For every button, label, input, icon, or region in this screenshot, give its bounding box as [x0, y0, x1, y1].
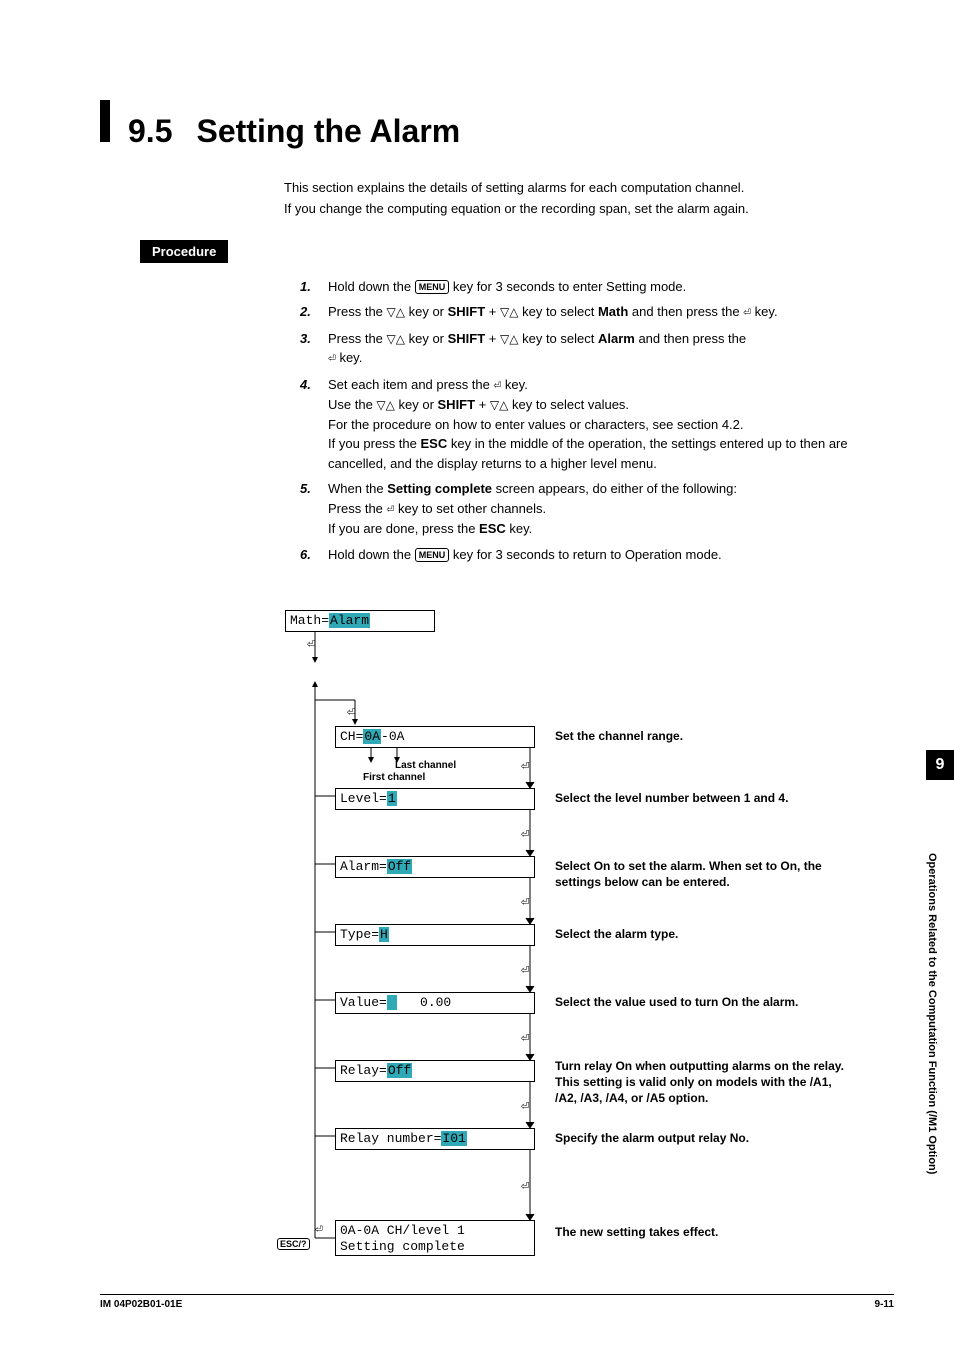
step-3-body: Press the ▽△ key or SHIFT + ▽△ key to se… — [328, 329, 894, 369]
intro-line-2: If you change the computing equation or … — [284, 199, 894, 220]
desc-value: Select the value used to turn On the ala… — [555, 994, 855, 1010]
menu-key-icon: MENU — [415, 280, 450, 294]
flow-box-relay: Relay=Off — [335, 1060, 535, 1082]
desc-ch: Set the channel range. — [555, 728, 683, 744]
step-2-num: 2. — [300, 302, 328, 323]
flow-box-value: Value= 0.00 — [335, 992, 535, 1014]
desc-complete: The new setting takes effect. — [555, 1224, 718, 1240]
desc-alarm: Select On to set the alarm. When set to … — [555, 858, 845, 890]
svg-text:⏎: ⏎ — [521, 1098, 529, 1114]
desc-type: Select the alarm type. — [555, 926, 678, 942]
chapter-title: Operations Related to the Computation Fu… — [926, 780, 938, 1240]
svg-text:⏎: ⏎ — [521, 1030, 529, 1046]
step-3-num: 3. — [300, 329, 328, 369]
flow-box-level: Level=1 — [335, 788, 535, 810]
step-1-body: Hold down the MENU key for 3 seconds to … — [328, 277, 894, 297]
flow-box-relay-num: Relay number=I01 — [335, 1128, 535, 1150]
step-5-num: 5. — [300, 479, 328, 539]
section-number: 9.5 — [128, 113, 172, 150]
title-accent — [100, 100, 110, 142]
flow-diagram: ⏎ ⏎ ⏎ ⏎ ⏎ ⏎ ⏎ ⏎ — [285, 610, 865, 1270]
step-5-body: When the Setting complete screen appears… — [328, 479, 894, 539]
svg-text:⏎: ⏎ — [521, 1178, 529, 1194]
procedure-label: Procedure — [140, 240, 228, 263]
chapter-number: 9 — [926, 750, 954, 780]
step-1-num: 1. — [300, 277, 328, 297]
menu-key-icon: MENU — [415, 548, 450, 562]
desc-relay-num: Specify the alarm output relay No. — [555, 1130, 749, 1146]
flow-box-complete: 0A-0A CH/level 1 Setting complete — [335, 1220, 535, 1256]
flow-box-type: Type=H — [335, 924, 535, 946]
label-last-channel: Last channel — [395, 760, 456, 771]
step-4-num: 4. — [300, 375, 328, 474]
label-first-channel: First channel — [363, 772, 425, 783]
footer-right: 9-11 — [875, 1299, 894, 1310]
svg-text:⏎: ⏎ — [521, 894, 529, 910]
svg-text:⏎: ⏎ — [347, 704, 355, 720]
svg-text:⏎: ⏎ — [521, 826, 529, 842]
svg-text:⏎: ⏎ — [521, 758, 529, 774]
enter-icon: ⏎ — [315, 1222, 323, 1237]
step-2-body: Press the ▽△ key or SHIFT + ▽△ key to se… — [328, 302, 894, 323]
svg-text:⏎: ⏎ — [307, 636, 315, 652]
step-6-body: Hold down the MENU key for 3 seconds to … — [328, 545, 894, 565]
esc-key-badge: ESC/? — [277, 1238, 310, 1250]
svg-text:⏎: ⏎ — [521, 962, 529, 978]
step-6-num: 6. — [300, 545, 328, 565]
side-tab: 9 Operations Related to the Computation … — [926, 750, 954, 1250]
page-title: Setting the Alarm — [196, 113, 460, 150]
flow-box-alarm: Alarm=Off — [335, 856, 535, 878]
flow-box-ch: CH=0A-0A — [335, 726, 535, 748]
desc-level: Select the level number between 1 and 4. — [555, 790, 788, 806]
intro-line-1: This section explains the details of set… — [284, 178, 894, 199]
flow-box-math: Math=Alarm — [285, 610, 435, 632]
desc-relay: Turn relay On when outputting alarms on … — [555, 1058, 855, 1107]
step-4-body: Set each item and press the ⏎ key. Use t… — [328, 375, 894, 474]
footer-left: IM 04P02B01-01E — [100, 1299, 182, 1310]
